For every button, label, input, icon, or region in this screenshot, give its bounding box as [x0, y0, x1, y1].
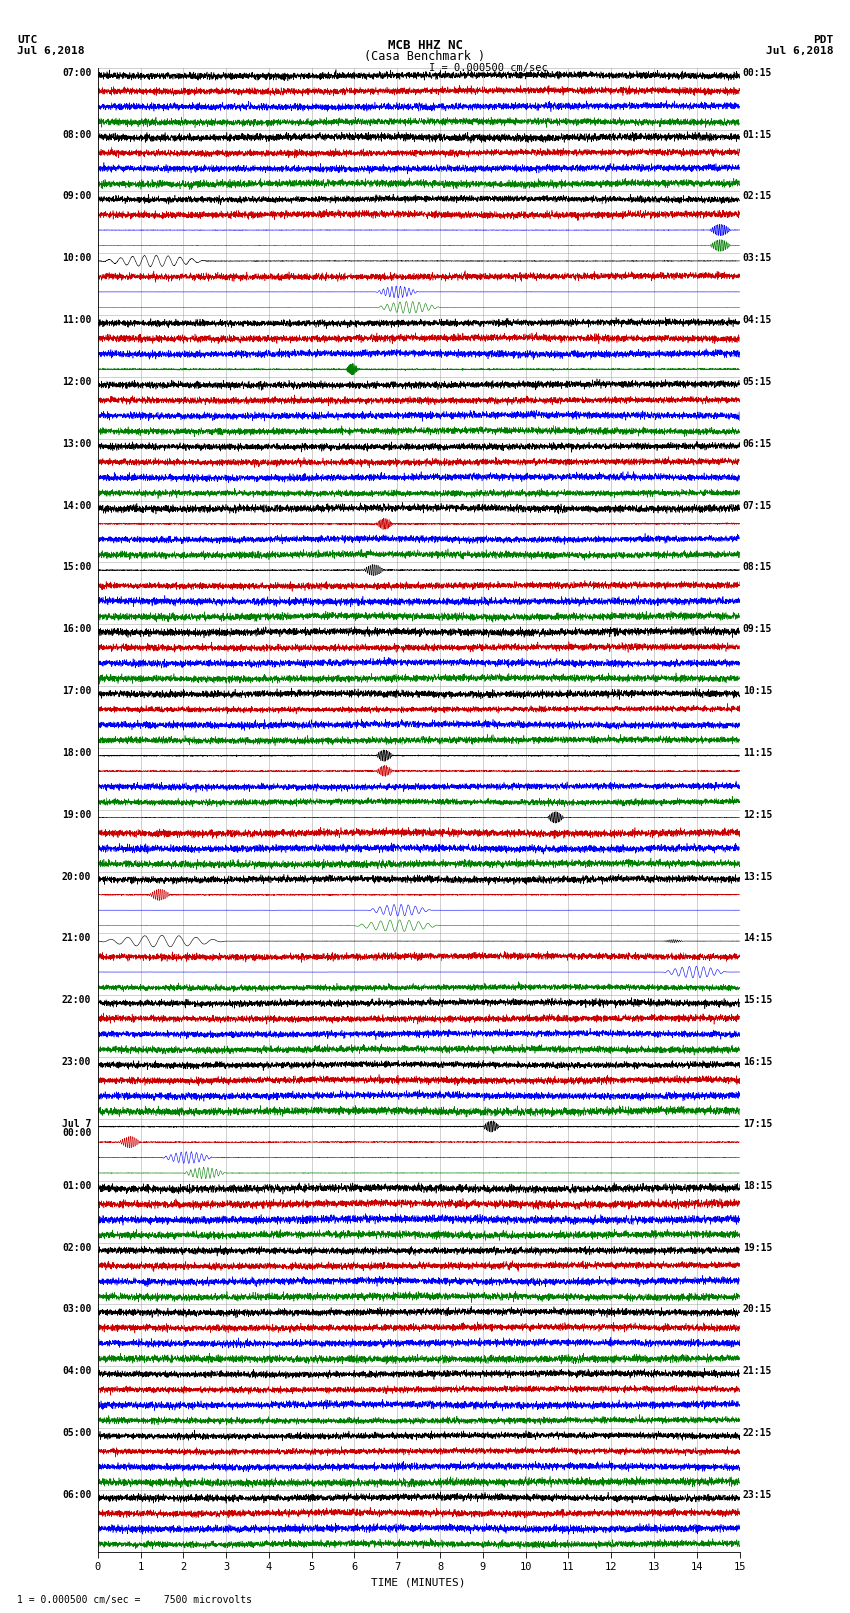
Text: 11:00: 11:00 [62, 315, 91, 326]
Text: 20:15: 20:15 [743, 1305, 772, 1315]
Text: 22:15: 22:15 [743, 1428, 772, 1439]
X-axis label: TIME (MINUTES): TIME (MINUTES) [371, 1578, 466, 1587]
Text: 21:15: 21:15 [743, 1366, 772, 1376]
Text: 23:00: 23:00 [62, 1057, 91, 1068]
Text: 02:00: 02:00 [62, 1242, 91, 1253]
Text: 22:00: 22:00 [62, 995, 91, 1005]
Text: 10:15: 10:15 [743, 686, 772, 697]
Text: Jul 7: Jul 7 [62, 1119, 91, 1129]
Text: 09:15: 09:15 [743, 624, 772, 634]
Text: 15:15: 15:15 [743, 995, 772, 1005]
Text: 1 = 0.000500 cm/sec =    7500 microvolts: 1 = 0.000500 cm/sec = 7500 microvolts [17, 1595, 252, 1605]
Text: 04:00: 04:00 [62, 1366, 91, 1376]
Text: UTC: UTC [17, 35, 37, 45]
Text: 13:00: 13:00 [62, 439, 91, 448]
Text: I = 0.000500 cm/sec: I = 0.000500 cm/sec [429, 63, 548, 73]
Text: 04:15: 04:15 [743, 315, 772, 326]
Text: 23:15: 23:15 [743, 1490, 772, 1500]
Text: 20:00: 20:00 [62, 871, 91, 882]
Text: 16:15: 16:15 [743, 1057, 772, 1068]
Text: 19:15: 19:15 [743, 1242, 772, 1253]
Text: MCB HHZ NC: MCB HHZ NC [388, 39, 462, 52]
Text: 18:00: 18:00 [62, 748, 91, 758]
Text: 00:00: 00:00 [62, 1127, 91, 1139]
Text: 09:00: 09:00 [62, 192, 91, 202]
Text: 06:00: 06:00 [62, 1490, 91, 1500]
Text: 02:15: 02:15 [743, 192, 772, 202]
Text: 14:15: 14:15 [743, 934, 772, 944]
Text: 10:00: 10:00 [62, 253, 91, 263]
Text: 05:00: 05:00 [62, 1428, 91, 1439]
Text: Jul 6,2018: Jul 6,2018 [17, 47, 84, 56]
Text: 00:15: 00:15 [743, 68, 772, 77]
Text: 05:15: 05:15 [743, 377, 772, 387]
Text: 01:00: 01:00 [62, 1181, 91, 1190]
Text: 12:15: 12:15 [743, 810, 772, 819]
Text: PDT: PDT [813, 35, 833, 45]
Text: 11:15: 11:15 [743, 748, 772, 758]
Text: 08:15: 08:15 [743, 563, 772, 573]
Text: 18:15: 18:15 [743, 1181, 772, 1190]
Text: 15:00: 15:00 [62, 563, 91, 573]
Text: 13:15: 13:15 [743, 871, 772, 882]
Text: 21:00: 21:00 [62, 934, 91, 944]
Text: Jul 6,2018: Jul 6,2018 [766, 47, 833, 56]
Text: 08:00: 08:00 [62, 129, 91, 140]
Text: 19:00: 19:00 [62, 810, 91, 819]
Text: 17:00: 17:00 [62, 686, 91, 697]
Text: 03:15: 03:15 [743, 253, 772, 263]
Text: 16:00: 16:00 [62, 624, 91, 634]
Text: 12:00: 12:00 [62, 377, 91, 387]
Text: 03:00: 03:00 [62, 1305, 91, 1315]
Text: 07:00: 07:00 [62, 68, 91, 77]
Text: 01:15: 01:15 [743, 129, 772, 140]
Text: (Casa Benchmark ): (Casa Benchmark ) [365, 50, 485, 63]
Text: 17:15: 17:15 [743, 1119, 772, 1129]
Text: 07:15: 07:15 [743, 500, 772, 511]
Text: 14:00: 14:00 [62, 500, 91, 511]
Text: 06:15: 06:15 [743, 439, 772, 448]
